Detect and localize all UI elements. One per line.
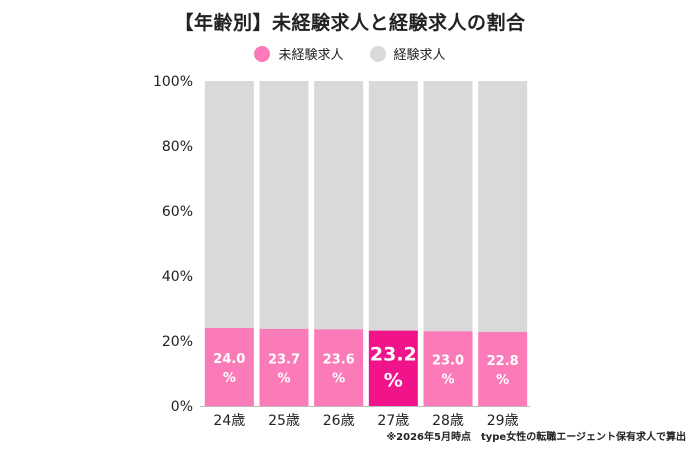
data-label-unit: % (223, 371, 236, 386)
data-label-value: 23.2 (370, 343, 417, 365)
data-label-unit: % (496, 373, 509, 388)
bar-experienced-5 (423, 81, 473, 332)
legend-label-inexperienced: 未経験求人 (278, 48, 344, 63)
legend-swatch-experienced (369, 45, 386, 62)
legend-label-experienced: 経験求人 (393, 48, 446, 63)
x-tick-label: 29歳 (487, 413, 519, 429)
bar-experienced-4 (368, 81, 418, 331)
bar-inexperienced-4 (368, 330, 418, 406)
data-label-value: 22.8 (487, 354, 519, 369)
bar-inexperienced-3 (314, 329, 364, 406)
legend: 未経験求人 経験求人 (0, 44, 700, 63)
bar-inexperienced-1 (204, 328, 254, 406)
bar-experienced-1 (204, 81, 254, 328)
data-label-unit: % (441, 373, 454, 388)
legend-item-inexperienced: 未経験求人 (254, 44, 344, 63)
bar-inexperienced-5 (423, 331, 473, 406)
bar-experienced-6 (478, 81, 528, 332)
x-tick-label: 25歳 (268, 413, 300, 429)
data-label-value: 23.6 (323, 353, 355, 368)
x-tick-label: 28歳 (432, 413, 464, 429)
bar-inexperienced-2 (259, 328, 309, 406)
x-tick-label: 24歳 (213, 413, 245, 429)
bar-experienced-3 (314, 81, 364, 330)
data-label-value: 24.0 (213, 352, 245, 367)
chart-title: 【年齢別】未経験求人と経験求人の割合 (174, 12, 526, 34)
bar-experienced-2 (259, 81, 309, 329)
bar-inexperienced-6 (478, 331, 528, 406)
footnote: ※2026年5月時点 type女性の転職エージェント保有求人で算出 (386, 432, 686, 443)
y-tick-label: 100% (153, 74, 193, 90)
y-tick-label: 60% (162, 204, 193, 220)
y-tick-label: 20% (162, 334, 193, 350)
y-tick-label: 0% (171, 399, 193, 415)
data-label-value: 23.0 (432, 354, 464, 369)
legend-item-experienced: 経験求人 (369, 44, 446, 63)
legend-swatch-inexperienced (254, 45, 271, 62)
y-tick-label: 40% (162, 269, 193, 285)
data-label-unit: % (277, 371, 290, 386)
y-tick-label: 80% (162, 139, 193, 155)
data-label-unit: % (384, 369, 403, 391)
x-tick-label: 26歳 (323, 413, 355, 429)
data-label-value: 23.7 (268, 352, 300, 367)
data-label-unit: % (332, 372, 345, 387)
x-tick-label: 27歳 (377, 413, 409, 429)
